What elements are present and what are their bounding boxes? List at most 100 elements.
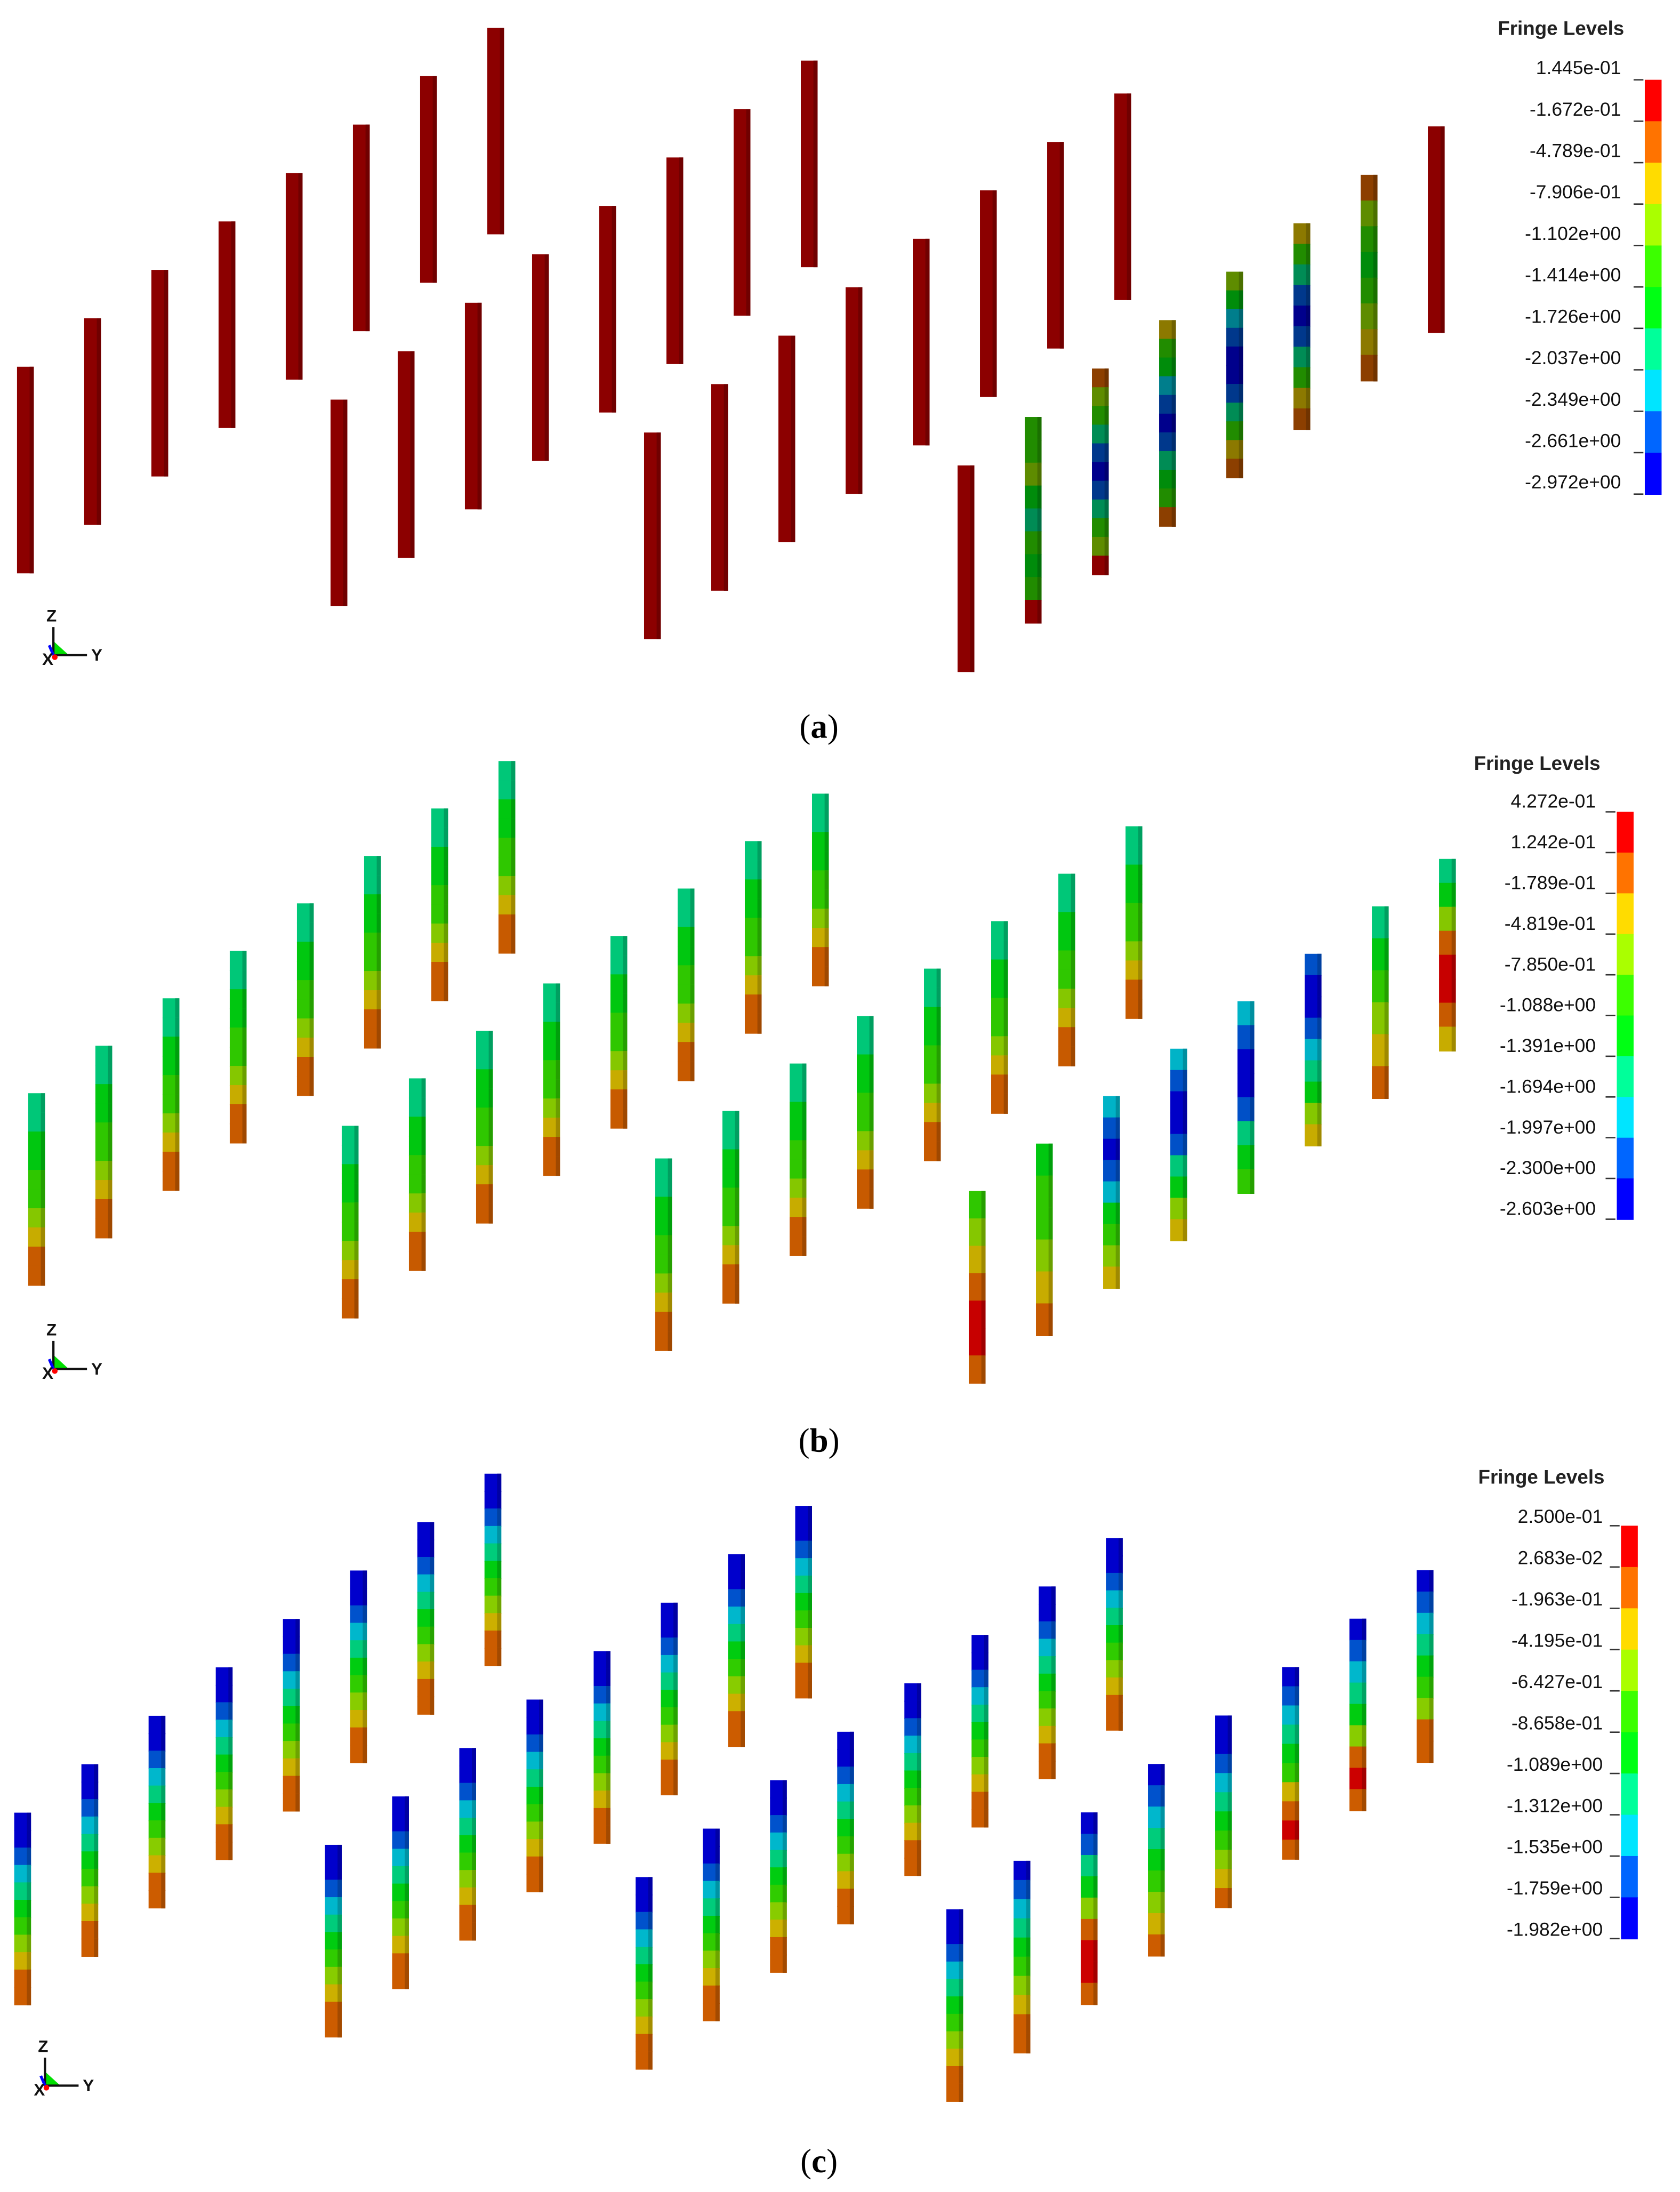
origin-mark	[43, 2085, 50, 2091]
pillar-side	[295, 1793, 300, 1812]
pillar-side	[824, 793, 829, 814]
pillar-side	[27, 1812, 31, 1831]
pillar	[1039, 1586, 1056, 1779]
pillar-side	[1093, 1918, 1098, 1941]
pillar-side	[539, 1874, 543, 1892]
colorbar-swatch	[1644, 245, 1662, 288]
pillar-side	[1183, 1155, 1187, 1178]
pillar-side	[497, 1508, 502, 1527]
pillar-group	[17, 27, 1445, 672]
pillar-side	[802, 1217, 807, 1237]
pillar-side	[1026, 2014, 1031, 2035]
pillar-side	[488, 1127, 493, 1147]
pillar-side	[309, 1056, 314, 1077]
pillar-side	[405, 1796, 409, 1815]
pillar	[728, 1554, 745, 1747]
pillar-side	[1048, 1207, 1053, 1241]
pillar-side	[1118, 1695, 1123, 1714]
caption-letter: c	[811, 2142, 826, 2180]
pillar-side	[363, 1745, 367, 1763]
pillar-side	[690, 984, 695, 1005]
pillar-side	[1115, 1202, 1120, 1225]
pillar-side	[1059, 142, 1064, 349]
pillar-side	[1362, 1618, 1366, 1641]
pillar-side	[161, 1785, 166, 1804]
pillar-side	[1118, 1677, 1123, 1696]
pillar-side	[808, 1593, 812, 1611]
pillar-side	[606, 1790, 610, 1809]
pillar-side	[1160, 1913, 1165, 1936]
pillar-side	[1104, 499, 1109, 519]
pillar-side	[363, 1605, 367, 1624]
pillar-side	[690, 1061, 695, 1081]
pillar-side	[228, 1772, 233, 1790]
colorbar-swatch	[1644, 370, 1662, 412]
pillar-side	[1115, 1096, 1120, 1119]
pillar-side	[925, 238, 930, 446]
pillar	[1126, 826, 1143, 1019]
pillar-side	[1239, 290, 1243, 310]
pillar-side	[1384, 1066, 1389, 1099]
pillar-side	[1104, 518, 1109, 538]
pillar-side	[791, 335, 795, 542]
pillar-side	[228, 1720, 233, 1738]
pillar-side	[824, 870, 829, 890]
pillar-side	[1104, 556, 1109, 575]
pillar-side	[488, 1165, 493, 1185]
pillar-side	[673, 1707, 678, 1726]
pillar-side	[673, 1777, 678, 1796]
pillar-side	[242, 1027, 247, 1048]
pillar	[397, 351, 415, 558]
pillar-side	[488, 1069, 493, 1089]
pillar-side	[1003, 1017, 1008, 1037]
pillar	[722, 1111, 739, 1304]
pillar-side	[1239, 403, 1243, 422]
pillar-side	[802, 1178, 807, 1199]
pillar-side	[1026, 1899, 1031, 1920]
pillar-side	[1183, 1134, 1187, 1157]
pillar-side	[802, 1121, 807, 1142]
pillar-side	[1429, 1676, 1434, 1699]
panel-a: Fringe Levels 1.445e-01 -1.672e-01 -4.789e…	[17, 18, 1662, 745]
pillar-side	[1118, 1712, 1123, 1731]
pillar-side	[735, 1207, 739, 1227]
pillar-side	[1373, 252, 1378, 279]
pillar-side	[984, 1687, 988, 1706]
pillar	[904, 1683, 921, 1876]
pillar-side	[715, 1985, 720, 2004]
pillar-side	[1183, 1176, 1187, 1199]
pillar-side	[430, 1661, 435, 1680]
pillar	[1417, 1570, 1434, 1763]
pillar-side	[354, 1126, 359, 1146]
pillar-side	[94, 1851, 99, 1870]
pillar-side	[556, 1022, 560, 1042]
pillar-side	[1362, 1746, 1366, 1769]
pillar-side	[1160, 1785, 1165, 1808]
pillar-side	[741, 1693, 745, 1712]
pillar-side	[984, 1792, 988, 1810]
pillar-side	[430, 1522, 435, 1540]
pillar-side	[849, 1801, 854, 1820]
pillar-side	[869, 1189, 874, 1209]
pillar-side	[556, 1118, 560, 1138]
pillar-side	[735, 1264, 739, 1284]
pillar-side	[27, 1934, 31, 1953]
pillar-side	[472, 1835, 476, 1854]
caption-paren: (	[799, 1422, 810, 1459]
pillar-side	[556, 1041, 560, 1061]
pillar-side	[869, 1073, 874, 1094]
pillar-side	[421, 1078, 426, 1098]
pillar-side	[354, 1260, 359, 1280]
pillar-side	[354, 1202, 359, 1223]
pillar-side	[295, 1741, 300, 1760]
pillar-side	[673, 1655, 678, 1674]
pillar-side	[1104, 480, 1109, 501]
pillar-side	[539, 1752, 543, 1770]
pillar-side	[849, 1749, 854, 1768]
pillar	[593, 1651, 610, 1844]
pillar-side	[1003, 1094, 1008, 1114]
pillar-side	[690, 908, 695, 928]
pillar-side	[1071, 950, 1075, 971]
pillar	[215, 1667, 233, 1860]
legend-level-label: -4.195e-01	[1512, 1630, 1603, 1651]
